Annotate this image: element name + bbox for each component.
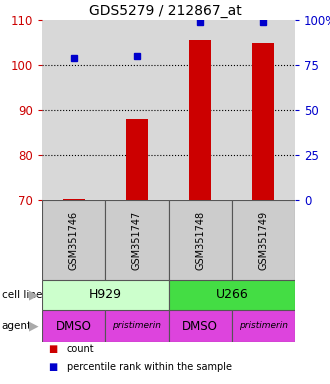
Text: GSM351746: GSM351746 <box>69 210 79 270</box>
Bar <box>232 310 295 342</box>
Text: U266: U266 <box>215 288 248 301</box>
Bar <box>126 119 148 200</box>
Bar <box>63 199 85 200</box>
Text: percentile rank within the sample: percentile rank within the sample <box>67 362 232 372</box>
Text: agent: agent <box>2 321 32 331</box>
Text: ■: ■ <box>49 344 58 354</box>
Text: GSM351749: GSM351749 <box>258 210 268 270</box>
Text: GSM351748: GSM351748 <box>195 210 205 270</box>
Text: pristimerin: pristimerin <box>113 321 161 331</box>
Bar <box>42 200 105 280</box>
Bar <box>105 310 169 342</box>
Text: H929: H929 <box>89 288 122 301</box>
Bar <box>42 280 169 310</box>
Bar <box>169 310 232 342</box>
Text: ■: ■ <box>49 362 58 372</box>
Bar <box>232 200 295 280</box>
Bar <box>169 200 232 280</box>
Text: pristimerin: pristimerin <box>239 321 288 331</box>
Text: DMSO: DMSO <box>56 319 91 333</box>
Text: DMSO: DMSO <box>182 319 218 333</box>
Text: cell line: cell line <box>2 290 42 300</box>
Text: GDS5279 / 212867_at: GDS5279 / 212867_at <box>89 4 241 18</box>
Text: ▶: ▶ <box>29 288 39 301</box>
Bar <box>42 310 105 342</box>
Bar <box>169 280 295 310</box>
Text: GSM351747: GSM351747 <box>132 210 142 270</box>
Bar <box>105 200 169 280</box>
Bar <box>189 40 211 200</box>
Text: count: count <box>67 344 94 354</box>
Text: ▶: ▶ <box>29 319 39 333</box>
Bar <box>252 43 275 200</box>
